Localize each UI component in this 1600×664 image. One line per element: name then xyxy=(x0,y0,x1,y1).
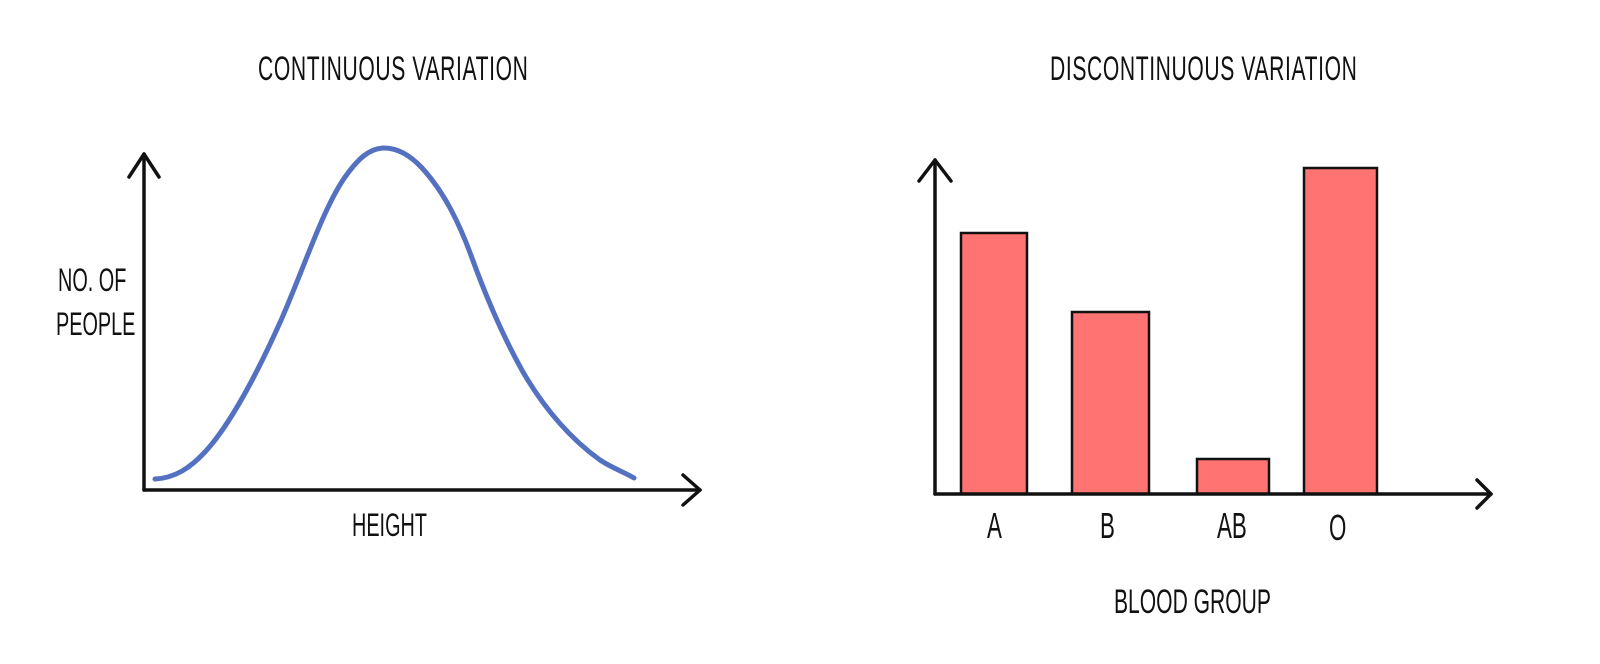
x-axis-arrowhead-icon xyxy=(1475,478,1493,510)
continuous-variation-panel: CONTINUOUS VARIATION NO. OF PEOPLE HEIGH… xyxy=(56,50,702,543)
x-axis-arrowhead-icon xyxy=(681,473,702,507)
bar-b xyxy=(1070,310,1151,496)
x-axis-label: BLOOD GROUP xyxy=(1114,583,1271,621)
continuous-chart-title: CONTINUOUS VARIATION xyxy=(258,50,529,88)
bar-ab xyxy=(1195,457,1271,496)
bell-curve xyxy=(152,145,637,482)
category-label-ab: AB xyxy=(1217,505,1247,546)
y-axis-arrowhead-icon xyxy=(127,152,161,179)
y-axis-arrowhead-icon xyxy=(917,158,953,183)
x-axis-label: HEIGHT xyxy=(352,507,427,543)
category-label-o: O xyxy=(1329,507,1347,548)
continuous-chart-plot xyxy=(127,145,702,507)
y-axis-label-line1: NO. OF xyxy=(58,262,127,298)
y-axis-label-line2: PEOPLE xyxy=(56,306,136,342)
category-label-b: B xyxy=(1100,505,1115,546)
category-label-a: A xyxy=(987,505,1002,546)
bar-o xyxy=(1302,166,1379,496)
bar-a xyxy=(959,231,1029,496)
discontinuous-chart-title: DISCONTINUOUS VARIATION xyxy=(1050,50,1358,88)
